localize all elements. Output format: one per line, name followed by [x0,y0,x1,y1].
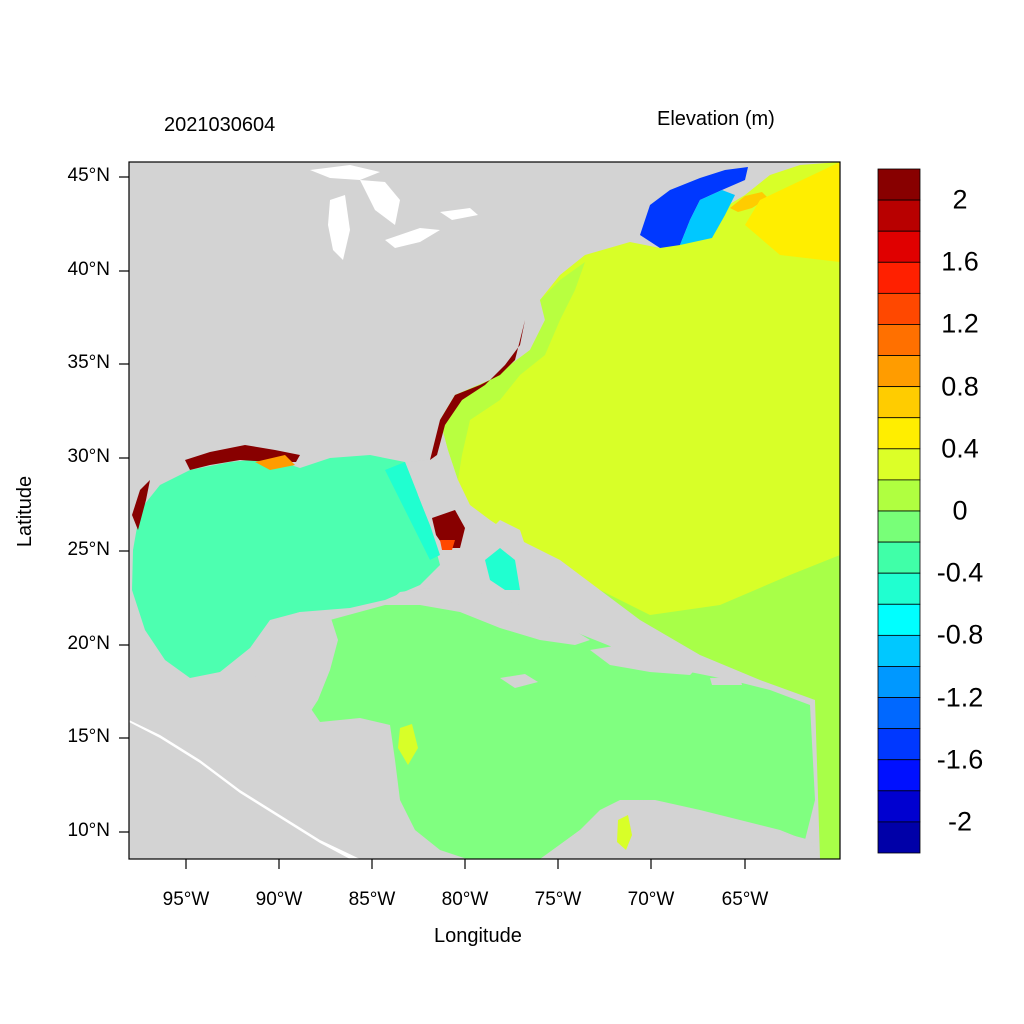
gulf-of-maine-edge [680,190,735,245]
jamaica-land [500,674,538,688]
gulf-of-mexico-region [132,455,440,678]
shelf-region [440,262,585,480]
map-frame [128,161,841,860]
puerto-rico-land [710,677,742,685]
atlantic-region [440,162,840,615]
colorbar-swatch [877,666,921,698]
colorbar-label: 0 [952,495,968,526]
lat-tick-label: 45°N [67,165,110,186]
colorbar-label: 1.6 [941,246,979,277]
nicaragua-patch [398,724,418,765]
colorbar-swatch [877,386,921,419]
lon-tick-label: 95°W [162,889,210,910]
colorbar-label: 0.8 [941,371,979,402]
lat-tick-label: 30°N [67,446,110,467]
louisiana-orange [255,455,295,470]
colorbar-swatch [877,603,921,636]
variable-label: Elevation (m) [657,108,775,130]
colorbar-swatch [877,199,921,232]
colorbar-label: 2 [952,184,968,215]
south-america-land [540,800,820,859]
colorbar-swatch [877,790,921,823]
lon-tick-label: 65°W [721,889,769,910]
colorbar-swatch [877,261,921,294]
colorbar-label: -0.4 [936,557,984,588]
colorbar-label: -1.2 [936,682,984,713]
lon-tick-label: 75°W [534,889,582,910]
colorbar-swatch [877,541,921,574]
florida-surge-tip [440,540,455,550]
colorbar-swatch [877,479,921,512]
florida-shelf [385,462,440,560]
lake-erie [385,228,440,248]
caribbean-region [305,590,815,859]
atlantic-south-region [560,540,840,859]
lon-tick-label: 80°W [441,889,489,910]
pacific-land [129,722,350,859]
yucatan-land [255,612,338,720]
colorbar-label: 1.2 [941,308,979,339]
colorbar-swatch [877,728,921,761]
colorbar-label: 0.4 [941,433,979,464]
lake-michigan [328,195,350,260]
lat-tick-label: 25°N [67,539,110,560]
colorbar-swatch [877,697,921,730]
lake-superior [310,165,380,180]
texas-surge [132,480,150,530]
lat-tick-label: 10°N [67,820,110,841]
colorbar [877,168,921,854]
colorbar-label: -1.6 [936,744,984,775]
x-axis-title: Longitude [434,925,522,947]
colorbar-swatch [877,759,921,792]
lake-ontario [440,208,478,220]
colorbar-swatch [877,634,921,667]
colorbar-swatch [877,168,921,201]
hispaniola-land [590,645,700,675]
nova-scotia-orange-band [730,192,768,212]
bahamas-water [485,548,520,590]
colorbar-label: -0.8 [936,619,984,650]
colorbar-swatch [877,324,921,356]
colorbar-swatch [877,417,921,450]
colorbar-label: -2 [947,806,972,837]
nova-scotia-upper [745,162,840,262]
gulf-of-maine-region [640,167,748,248]
lon-ticks [185,859,746,869]
colorbar-swatch [877,572,921,605]
lat-tick-label: 35°N [67,352,110,373]
lake-huron [360,180,400,225]
lon-tick-label: 90°W [255,889,303,910]
colorbar-swatch [877,448,921,481]
lake-maracaibo [617,815,632,850]
florida-surge [432,510,465,548]
colorbar-swatch [877,821,921,854]
colorbar-swatch [877,292,921,325]
colorbar-swatch [877,510,921,543]
lat-ticks [119,176,129,833]
lat-tick-label: 20°N [67,633,110,654]
lon-tick-label: 70°W [627,889,675,910]
y-axis-title: Latitude [14,475,37,548]
timestamp-label: 2021030604 [164,114,276,136]
lat-tick-label: 40°N [67,259,110,280]
lon-tick-label: 85°W [348,889,396,910]
cuba-land [385,588,590,645]
lat-tick-label: 15°N [67,726,110,747]
colorbar-swatch [877,355,921,388]
louisiana-surge [185,445,300,470]
colorbar-swatch [877,230,921,263]
